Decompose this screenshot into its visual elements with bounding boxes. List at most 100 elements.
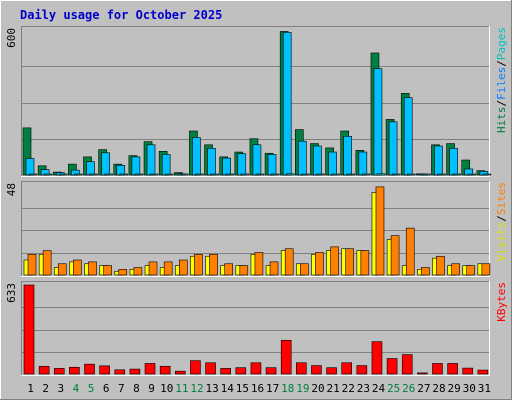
bar-pages-day-5 (89, 173, 98, 176)
bar-kbytes-day-14 (220, 368, 231, 375)
bar-files-day-13 (207, 148, 216, 176)
x-tick-label-day-5: 5 (88, 382, 95, 395)
bar-kbytes-day-23 (356, 365, 368, 375)
x-tick-label-day-28: 28 (432, 382, 445, 395)
legend-entry: / (495, 60, 508, 67)
bar-kbytes-day-10 (159, 365, 171, 375)
bar-sites-day-10 (163, 261, 173, 276)
bar-kbytes-day-11 (174, 370, 186, 375)
legend-entry: / (495, 100, 508, 107)
x-tick-label-day-17: 17 (266, 382, 279, 395)
bar-pages-day-13 (210, 173, 219, 176)
bar-sites-day-6 (103, 265, 112, 276)
bar-kbytes-day-9 (144, 363, 156, 375)
bar-kbytes-day-20 (311, 365, 322, 375)
bar-pages-day-9 (149, 173, 159, 176)
bar-files-day-6 (101, 152, 110, 176)
x-tick-label-day-6: 6 (103, 382, 110, 395)
bar-pages-day-8 (134, 173, 144, 176)
bar-files-day-24 (373, 68, 383, 176)
bar-sites-day-19 (300, 263, 309, 276)
x-tick-label-day-4: 4 (73, 382, 80, 395)
x-tick-label-day-30: 30 (463, 382, 476, 395)
bar-pages-day-22 (346, 173, 356, 176)
x-tick-label-day-1: 1 (27, 382, 34, 395)
bar-files-day-29 (449, 148, 458, 176)
bar-sites-day-29 (451, 263, 460, 276)
bar-files-day-26 (403, 97, 413, 176)
bar-kbytes-day-22 (341, 362, 353, 375)
bar-pages-day-30 (467, 173, 477, 176)
bar-sites-day-1 (27, 254, 37, 276)
bar-sites-day-21 (330, 246, 339, 276)
bar-files-day-15 (237, 153, 247, 176)
x-tick-label-day-21: 21 (327, 382, 340, 395)
bar-kbytes-day-2 (38, 365, 50, 375)
panel-2: 48 Visits/Sites (5, 181, 508, 277)
bar-pages-day-25 (391, 173, 401, 176)
bar-sites-day-17 (269, 261, 279, 276)
bar-pages-day-7 (119, 173, 129, 176)
legend-entry: KBytes (495, 282, 508, 322)
bar-pages-day-28 (437, 173, 446, 176)
bar-pages-day-23 (361, 173, 371, 176)
panel-scale-label: 600 (5, 28, 18, 48)
bar-pages-day-12 (195, 173, 204, 176)
x-tick-label-day-3: 3 (58, 382, 65, 395)
x-tick-label-day-20: 20 (311, 382, 324, 395)
bar-kbytes-day-12 (190, 360, 201, 375)
bar-files-day-17 (267, 154, 277, 176)
legend-entry: Hits (495, 107, 508, 134)
x-tick-label-day-8: 8 (133, 382, 140, 395)
bar-sites-day-27 (421, 267, 430, 276)
bar-pages-day-2 (43, 173, 53, 176)
legend-entry: / (495, 215, 508, 222)
x-tick-label-day-29: 29 (448, 382, 461, 395)
bar-files-day-19 (298, 140, 307, 176)
bar-kbytes-day-3 (53, 368, 65, 375)
bar-files-day-23 (358, 151, 368, 176)
x-tick-label-day-12: 12 (190, 382, 203, 395)
x-tick-label-day-18: 18 (281, 382, 294, 395)
bar-kbytes-day-7 (114, 369, 126, 375)
bar-sites-day-31 (481, 263, 491, 276)
bar-pages-day-17 (270, 173, 280, 176)
bar-files-day-9 (146, 144, 156, 176)
bar-sites-day-25 (390, 235, 400, 276)
bar-files-day-22 (343, 136, 353, 176)
bar-kbytes-day-27 (417, 372, 428, 375)
bar-sites-day-13 (209, 254, 218, 276)
x-tick-label-day-10: 10 (160, 382, 173, 395)
bar-sites-day-16 (254, 252, 264, 276)
x-tick-label-day-15: 15 (236, 382, 249, 395)
x-tick-label-day-26: 26 (402, 382, 415, 395)
bar-sites-day-11 (178, 259, 188, 276)
bar-sites-day-20 (315, 252, 324, 276)
x-tick-label-day-23: 23 (357, 382, 370, 395)
bar-pages-day-1 (28, 173, 38, 176)
bar-sites-day-8 (133, 267, 143, 276)
x-tick-label-day-24: 24 (372, 382, 386, 395)
x-axis-labels: 1 2 3 4 5 6 7 8 9 10 11 12 13 14 15 16 17 18 19 20 21 22 23 24 2… (27, 382, 491, 395)
bar-pages-day-14 (225, 173, 234, 176)
bar-sites-day-14 (224, 263, 233, 276)
bar-files-day-5 (86, 161, 95, 176)
bar-kbytes-day-1 (23, 284, 35, 375)
bar-kbytes-day-31 (477, 369, 489, 375)
x-tick-label-day-7: 7 (118, 382, 125, 395)
bar-files-day-18 (282, 32, 292, 176)
bar-sites-day-7 (118, 269, 128, 276)
x-tick-label-day-19: 19 (296, 382, 309, 395)
bar-files-day-8 (131, 156, 141, 176)
legend-entry: Sites (495, 182, 508, 215)
bar-pages-day-27 (422, 173, 431, 176)
x-tick-label-day-16: 16 (251, 382, 264, 395)
bar-sites-day-9 (148, 261, 158, 276)
bar-kbytes-day-28 (432, 363, 443, 375)
chart-title: Daily usage for October 2025 (20, 8, 222, 22)
bar-kbytes-day-16 (250, 362, 262, 375)
bar-pages-day-6 (104, 173, 113, 176)
